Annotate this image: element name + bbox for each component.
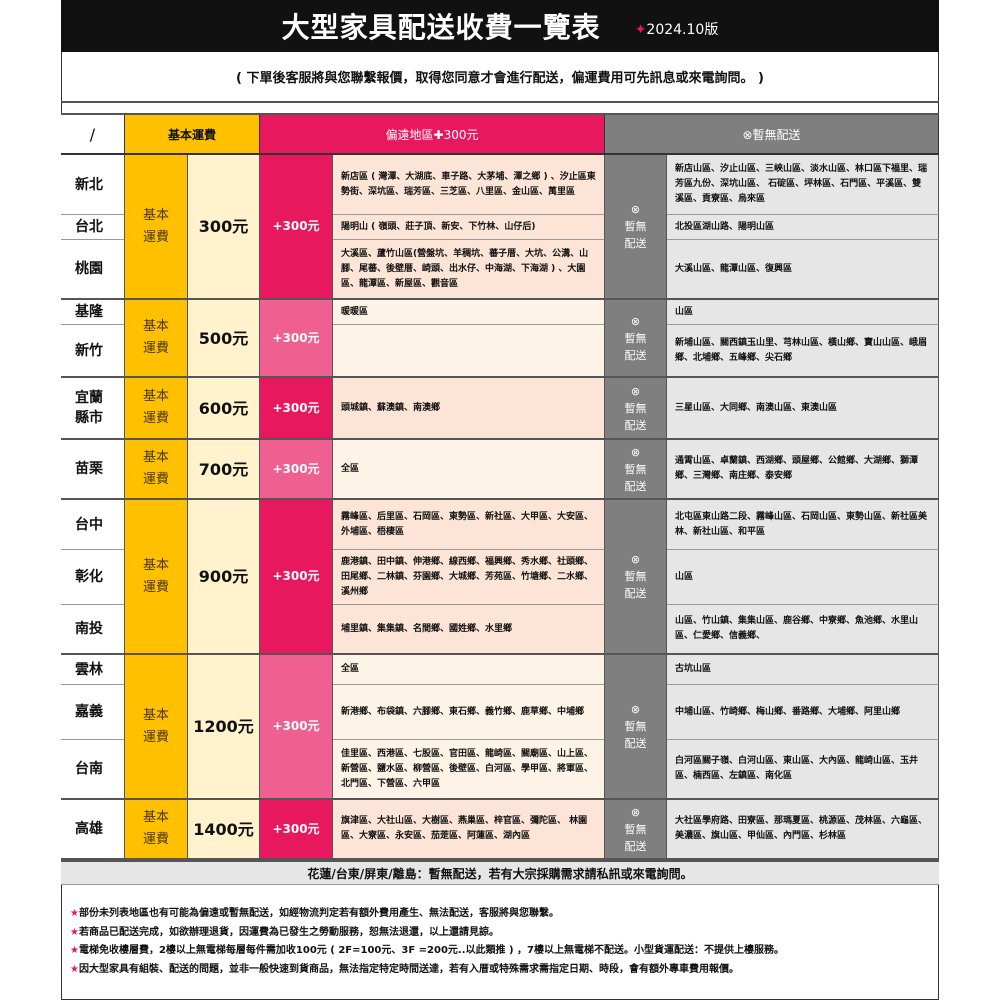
no-delivery-list: 新店山區、汐止山區、三峽山區、淡水山區、林口區下福里、瑞芳區九份、深坑山區、 石… bbox=[667, 155, 939, 215]
basic-fee-price: 900元 bbox=[188, 500, 260, 655]
star-icon: ★ bbox=[70, 908, 79, 919]
star-icon: ★ bbox=[70, 926, 79, 938]
header-no-delivery: ⊗暫無配送 bbox=[605, 115, 939, 155]
note-text: 因大型家具有組裝、配送的問題，並非一般快速到貨商品，無法指定特定時間送達，若有入… bbox=[78, 963, 739, 975]
basic-fee-price: 500元 bbox=[188, 300, 260, 378]
no-delivery-badge: ⊗ 暫無 配送 bbox=[605, 440, 667, 500]
title-bar: 大型家具配送收費一覽表 ✦2024.10版 bbox=[61, 0, 939, 52]
city-name: 台南 bbox=[61, 740, 125, 800]
basic-fee-price: 1200元 bbox=[188, 655, 260, 800]
version-label: ✦2024.10版 bbox=[635, 19, 719, 39]
version-text: 2024.10版 bbox=[646, 22, 719, 38]
basic-fee-label: 基本 運費 bbox=[125, 300, 188, 378]
remote-area-list: 陽明山 ( 嶺頭、莊子頂、新安、下竹林、山仔后) bbox=[333, 215, 605, 240]
no-delivery-list: 中埔山區、竹崎鄉、梅山鄉、番路鄉、大埔鄉、阿里山鄉 bbox=[667, 685, 939, 740]
no-delivery-badge: ⊗ 暫無 配送 bbox=[605, 378, 667, 440]
no-delivery-list: 大社區學府路、田寮區、那瑪夏區、桃源區、茂林區、六龜區、美濃區、旗山區、甲仙區、… bbox=[667, 800, 939, 860]
star-icon: ★ bbox=[70, 945, 79, 956]
remote-area-list: 新港鄉、布袋鎮、六腳鄉、東石鄉、義竹鄉、鹿草鄉、中埔鄉 bbox=[333, 685, 605, 740]
note-text: 部份未列表地區也有可能為偏遠或暫無配送，如經物流判定若有額外費用產生、無法配送，… bbox=[78, 908, 559, 919]
no-delivery-badge: ⊗ 暫無 配送 bbox=[605, 500, 667, 655]
remote-surcharge: +300元 bbox=[260, 800, 333, 860]
remote-surcharge: +300元 bbox=[260, 440, 333, 500]
remote-area-list: 旗津區、大社山區、大樹區、燕巢區、梓官區、彌陀區、 林園區、大寮區、永安區、茄萣… bbox=[333, 800, 605, 860]
no-delivery-list: 通霄山區、卓蘭鎮、西湖鄉、頭屋鄉、公館鄉、大湖鄉、獅潭鄉、三灣鄉、南庄鄉、泰安鄉 bbox=[667, 440, 939, 500]
city-name: 嘉義 bbox=[61, 685, 125, 740]
header-basic-fee: 基本運費 bbox=[125, 115, 260, 155]
spacer-row bbox=[61, 103, 939, 115]
remote-surcharge: +300元 bbox=[260, 300, 333, 378]
subtitle: ( 下單後客服將與您聯繫報價，取得您同意才會進行配送，偏運費用可先訊息或來電詢問… bbox=[61, 52, 939, 103]
city-name: 宜蘭 縣市 bbox=[61, 378, 125, 440]
basic-fee-label: 基本 運費 bbox=[125, 655, 188, 800]
city-name: 台中 bbox=[61, 500, 125, 550]
no-delivery-list: 新埔山區、關西鎮玉山里、芎林山區、橫山鄉、寶山山區、峨眉鄉、北埔鄉、五峰鄉、尖石… bbox=[667, 325, 939, 378]
note-item: ★若商品已配送完成，如欲辦理退貨，因運費為已發生之勞動服務，恕無法退還，以上還請… bbox=[70, 924, 930, 943]
no-delivery-badge: ⊗ 暫無 配送 bbox=[605, 155, 667, 300]
notes-list: ★部份未列表地區也有可能為偏遠或暫無配送，如經物流判定若有額外費用產生、無法配送… bbox=[70, 905, 930, 979]
remote-area-list: 新店區 ( 灣潭、大湖底、車子路、大茅埔、潭之鄉 ) 、汐止區東勢街、深坑區、瑞… bbox=[333, 155, 605, 215]
basic-fee-label: 基本 運費 bbox=[125, 800, 188, 860]
no-delivery-list: 山區、竹山鎮、集集山區、鹿谷鄉、中寮鄉、魚池鄉、水里山區、仁愛鄉、信義鄉、 bbox=[667, 605, 939, 655]
remote-area-list: 佳里區、西港區、七股區、官田區、龍崎區、關廟區、山上區、新營區、鹽水區、柳營區、… bbox=[333, 740, 605, 800]
sparkle-icon: ✦ bbox=[634, 22, 647, 38]
note-item: ★部份未列表地區也有可能為偏遠或暫無配送，如經物流判定若有額外費用產生、無法配送… bbox=[70, 905, 930, 924]
remote-area-list: 全區 bbox=[333, 440, 605, 500]
remote-area-list: 大溪區、蘆竹山區(營盤坑、羊稠坑、蕃子厝、大坑、公溝、山腳、尾蕃、後壁厝、崎頭、… bbox=[333, 240, 605, 300]
no-delivery-list: 北屯區東山路二段、霧峰山區、石岡山區、東勢山區、新社區美林、新社山區、和平區 bbox=[667, 500, 939, 550]
star-icon: ★ bbox=[70, 963, 79, 975]
remote-surcharge: +300元 bbox=[260, 378, 333, 440]
city-name: 南投 bbox=[61, 605, 125, 655]
footer-note: 花蓮/台東/屏東/離島：暫無配送，若有大宗採購需求請私訊或來電詢問。 bbox=[61, 860, 939, 885]
basic-fee-label: 基本 運費 bbox=[125, 155, 188, 300]
basic-fee-label: 基本 運費 bbox=[125, 378, 188, 440]
remote-surcharge: +300元 bbox=[260, 500, 333, 655]
no-delivery-list: 山區 bbox=[667, 550, 939, 605]
remote-area-list: 埔里鎮、集集鎮、名間鄉、國姓鄉、水里鄉 bbox=[333, 605, 605, 655]
no-delivery-badge: ⊗ 暫無 配送 bbox=[605, 655, 667, 800]
remote-area-list: 暖暖區 bbox=[333, 300, 605, 325]
no-delivery-badge: ⊗ 暫無 配送 bbox=[605, 800, 667, 860]
remote-area-list bbox=[333, 325, 605, 378]
no-delivery-list: 古坑山區 bbox=[667, 655, 939, 685]
remote-surcharge: +300元 bbox=[260, 655, 333, 800]
page-title: 大型家具配送收費一覽表 bbox=[281, 11, 601, 44]
basic-fee-price: 1400元 bbox=[188, 800, 260, 860]
header-remote-area: 偏遠地區✚300元 bbox=[260, 115, 605, 155]
no-delivery-list: 北投區湖山路、陽明山區 bbox=[667, 215, 939, 240]
remote-surcharge: +300元 bbox=[260, 155, 333, 300]
city-name: 彰化 bbox=[61, 550, 125, 605]
note-text: 若商品已配送完成，如欲辦理退貨，因運費為已發生之勞動服務，恕無法退還，以上還請見… bbox=[78, 926, 499, 938]
header-corner: / bbox=[61, 115, 125, 155]
remote-area-list: 鹿港鎮、田中鎮、伸港鄉、線西鄉、福興鄉、秀水鄉、社頭鄉、田尾鄉、二林鎮、芬園鄉、… bbox=[333, 550, 605, 605]
no-delivery-list: 三星山區、大同鄉、南澳山區、東澳山區 bbox=[667, 378, 939, 440]
city-name: 高雄 bbox=[61, 800, 125, 860]
basic-fee-label: 基本 運費 bbox=[125, 500, 188, 655]
remote-area-list: 霧峰區、后里區、石岡區、東勢區、新社區、大甲區、大安區、外埔區、梧棲區 bbox=[333, 500, 605, 550]
city-name: 基隆 bbox=[61, 300, 125, 325]
note-item: ★因大型家具有組裝、配送的問題，並非一般快速到貨商品，無法指定特定時間送達，若有… bbox=[70, 961, 930, 980]
no-delivery-list: 白河區關子嶺、白河山區、東山區、大內區、龍崎山區、玉井區、楠西區、左鎮區、南化區 bbox=[667, 740, 939, 800]
basic-fee-label: 基本 運費 bbox=[125, 440, 188, 500]
city-name: 新竹 bbox=[61, 325, 125, 378]
note-item: ★電梯免收樓層費，2樓以上無電梯每層每件需加收100元 ( 2F=100元、3F… bbox=[70, 942, 930, 961]
basic-fee-price: 700元 bbox=[188, 440, 260, 500]
no-delivery-badge: ⊗ 暫無 配送 bbox=[605, 300, 667, 378]
city-name: 雲林 bbox=[61, 655, 125, 685]
city-name: 新北 bbox=[61, 155, 125, 215]
remote-area-list: 頭城鎮、蘇澳鎮、南澳鄉 bbox=[333, 378, 605, 440]
remote-area-list: 全區 bbox=[333, 655, 605, 685]
city-name: 台北 bbox=[61, 215, 125, 240]
basic-fee-price: 300元 bbox=[188, 155, 260, 300]
city-name: 苗栗 bbox=[61, 440, 125, 500]
no-delivery-list: 山區 bbox=[667, 300, 939, 325]
no-delivery-list: 大溪山區、龍潭山區、復興區 bbox=[667, 240, 939, 300]
basic-fee-price: 600元 bbox=[188, 378, 260, 440]
city-name: 桃園 bbox=[61, 240, 125, 300]
note-text: 電梯免收樓層費，2樓以上無電梯每層每件需加收100元 ( 2F=100元、3F … bbox=[78, 945, 784, 956]
